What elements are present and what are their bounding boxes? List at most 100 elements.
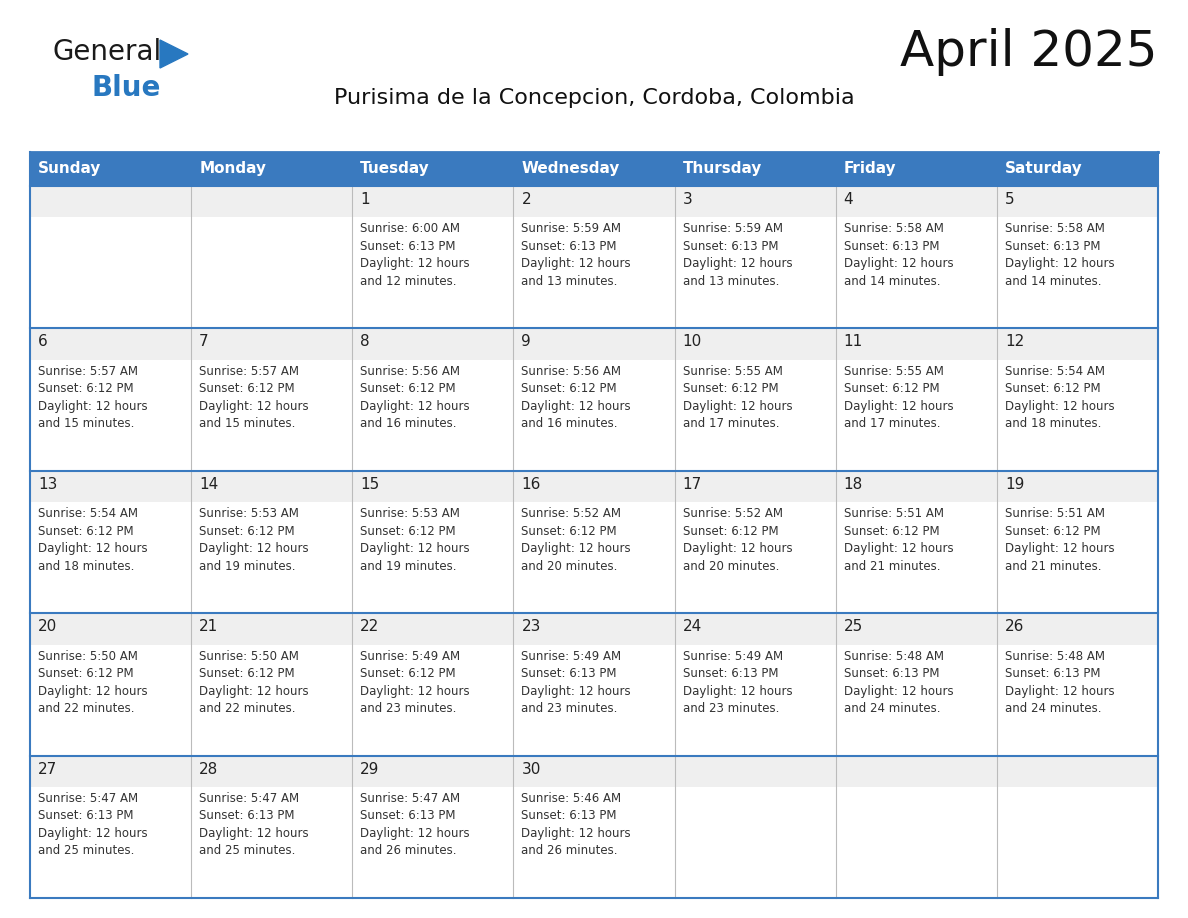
Text: Thursday: Thursday bbox=[683, 162, 762, 176]
Bar bbox=[675, 787, 835, 898]
Bar bbox=[353, 186, 513, 329]
Bar bbox=[997, 471, 1158, 502]
Bar bbox=[513, 329, 675, 471]
Text: April 2025: April 2025 bbox=[901, 28, 1158, 76]
Bar bbox=[30, 471, 191, 613]
Bar bbox=[30, 152, 1158, 186]
Text: Sunrise: 5:57 AM
Sunset: 6:12 PM
Daylight: 12 hours
and 15 minutes.: Sunrise: 5:57 AM Sunset: 6:12 PM Dayligh… bbox=[38, 364, 147, 431]
Bar bbox=[675, 613, 835, 756]
Text: Sunrise: 5:54 AM
Sunset: 6:12 PM
Daylight: 12 hours
and 18 minutes.: Sunrise: 5:54 AM Sunset: 6:12 PM Dayligh… bbox=[1005, 364, 1114, 431]
Text: Sunrise: 6:00 AM
Sunset: 6:13 PM
Daylight: 12 hours
and 12 minutes.: Sunrise: 6:00 AM Sunset: 6:13 PM Dayligh… bbox=[360, 222, 470, 288]
Text: 27: 27 bbox=[38, 762, 57, 777]
Bar bbox=[353, 613, 513, 756]
Bar bbox=[30, 360, 191, 471]
Bar bbox=[191, 329, 353, 471]
Bar bbox=[675, 329, 835, 360]
Bar bbox=[30, 613, 191, 756]
Bar bbox=[353, 471, 513, 502]
Bar bbox=[835, 471, 997, 502]
Text: Sunrise: 5:48 AM
Sunset: 6:13 PM
Daylight: 12 hours
and 24 minutes.: Sunrise: 5:48 AM Sunset: 6:13 PM Dayligh… bbox=[1005, 650, 1114, 715]
Bar bbox=[191, 756, 353, 787]
Bar bbox=[513, 644, 675, 756]
Text: Sunrise: 5:55 AM
Sunset: 6:12 PM
Daylight: 12 hours
and 17 minutes.: Sunrise: 5:55 AM Sunset: 6:12 PM Dayligh… bbox=[683, 364, 792, 431]
Text: Sunrise: 5:50 AM
Sunset: 6:12 PM
Daylight: 12 hours
and 22 minutes.: Sunrise: 5:50 AM Sunset: 6:12 PM Dayligh… bbox=[38, 650, 147, 715]
Text: Monday: Monday bbox=[200, 162, 266, 176]
Text: Sunrise: 5:53 AM
Sunset: 6:12 PM
Daylight: 12 hours
and 19 minutes.: Sunrise: 5:53 AM Sunset: 6:12 PM Dayligh… bbox=[200, 507, 309, 573]
Bar bbox=[997, 502, 1158, 613]
Bar bbox=[30, 186, 191, 329]
Bar bbox=[997, 360, 1158, 471]
Text: 30: 30 bbox=[522, 762, 541, 777]
Text: Friday: Friday bbox=[843, 162, 896, 176]
Bar bbox=[675, 613, 835, 644]
Bar bbox=[835, 360, 997, 471]
Text: 15: 15 bbox=[360, 476, 379, 492]
Bar bbox=[353, 756, 513, 787]
Text: Sunrise: 5:47 AM
Sunset: 6:13 PM
Daylight: 12 hours
and 26 minutes.: Sunrise: 5:47 AM Sunset: 6:13 PM Dayligh… bbox=[360, 792, 470, 857]
Text: 13: 13 bbox=[38, 476, 57, 492]
Bar bbox=[353, 756, 513, 898]
Bar bbox=[353, 502, 513, 613]
Text: Sunrise: 5:52 AM
Sunset: 6:12 PM
Daylight: 12 hours
and 20 minutes.: Sunrise: 5:52 AM Sunset: 6:12 PM Dayligh… bbox=[522, 507, 631, 573]
Bar bbox=[30, 471, 191, 502]
Bar bbox=[30, 756, 191, 898]
Text: 22: 22 bbox=[360, 620, 379, 634]
Bar bbox=[353, 218, 513, 329]
Bar bbox=[191, 218, 353, 329]
Text: Sunrise: 5:50 AM
Sunset: 6:12 PM
Daylight: 12 hours
and 22 minutes.: Sunrise: 5:50 AM Sunset: 6:12 PM Dayligh… bbox=[200, 650, 309, 715]
Text: Blue: Blue bbox=[91, 74, 162, 102]
Bar bbox=[513, 502, 675, 613]
Text: Sunrise: 5:58 AM
Sunset: 6:13 PM
Daylight: 12 hours
and 14 minutes.: Sunrise: 5:58 AM Sunset: 6:13 PM Dayligh… bbox=[843, 222, 953, 288]
Bar bbox=[513, 756, 675, 787]
Text: 4: 4 bbox=[843, 192, 853, 207]
Text: Sunrise: 5:47 AM
Sunset: 6:13 PM
Daylight: 12 hours
and 25 minutes.: Sunrise: 5:47 AM Sunset: 6:13 PM Dayligh… bbox=[200, 792, 309, 857]
Text: Sunrise: 5:58 AM
Sunset: 6:13 PM
Daylight: 12 hours
and 14 minutes.: Sunrise: 5:58 AM Sunset: 6:13 PM Dayligh… bbox=[1005, 222, 1114, 288]
Bar bbox=[997, 613, 1158, 756]
Text: 26: 26 bbox=[1005, 620, 1024, 634]
Bar bbox=[997, 186, 1158, 329]
Bar bbox=[997, 329, 1158, 360]
Bar bbox=[191, 644, 353, 756]
Text: 17: 17 bbox=[683, 476, 702, 492]
Bar bbox=[30, 218, 191, 329]
Text: General: General bbox=[52, 38, 162, 66]
Bar bbox=[835, 756, 997, 898]
Text: Wednesday: Wednesday bbox=[522, 162, 620, 176]
Text: 24: 24 bbox=[683, 620, 702, 634]
Text: 19: 19 bbox=[1005, 476, 1024, 492]
Bar bbox=[513, 186, 675, 218]
Text: Sunrise: 5:51 AM
Sunset: 6:12 PM
Daylight: 12 hours
and 21 minutes.: Sunrise: 5:51 AM Sunset: 6:12 PM Dayligh… bbox=[843, 507, 953, 573]
Bar bbox=[997, 756, 1158, 898]
Text: Sunrise: 5:47 AM
Sunset: 6:13 PM
Daylight: 12 hours
and 25 minutes.: Sunrise: 5:47 AM Sunset: 6:13 PM Dayligh… bbox=[38, 792, 147, 857]
Text: Sunrise: 5:57 AM
Sunset: 6:12 PM
Daylight: 12 hours
and 15 minutes.: Sunrise: 5:57 AM Sunset: 6:12 PM Dayligh… bbox=[200, 364, 309, 431]
Text: 7: 7 bbox=[200, 334, 209, 350]
Text: 11: 11 bbox=[843, 334, 862, 350]
Bar bbox=[191, 186, 353, 218]
Text: Sunrise: 5:59 AM
Sunset: 6:13 PM
Daylight: 12 hours
and 13 minutes.: Sunrise: 5:59 AM Sunset: 6:13 PM Dayligh… bbox=[683, 222, 792, 288]
Text: 29: 29 bbox=[360, 762, 380, 777]
Bar bbox=[191, 186, 353, 329]
Text: Sunrise: 5:59 AM
Sunset: 6:13 PM
Daylight: 12 hours
and 13 minutes.: Sunrise: 5:59 AM Sunset: 6:13 PM Dayligh… bbox=[522, 222, 631, 288]
Bar bbox=[835, 644, 997, 756]
Bar bbox=[353, 360, 513, 471]
Bar bbox=[675, 644, 835, 756]
Text: Sunrise: 5:51 AM
Sunset: 6:12 PM
Daylight: 12 hours
and 21 minutes.: Sunrise: 5:51 AM Sunset: 6:12 PM Dayligh… bbox=[1005, 507, 1114, 573]
Bar bbox=[191, 787, 353, 898]
Bar bbox=[191, 329, 353, 360]
Text: 20: 20 bbox=[38, 620, 57, 634]
Text: Tuesday: Tuesday bbox=[360, 162, 430, 176]
Bar bbox=[835, 471, 997, 613]
Bar bbox=[30, 329, 191, 471]
Bar bbox=[675, 756, 835, 787]
Text: Purisima de la Concepcion, Cordoba, Colombia: Purisima de la Concepcion, Cordoba, Colo… bbox=[334, 88, 854, 108]
Text: 1: 1 bbox=[360, 192, 369, 207]
Bar bbox=[30, 613, 191, 644]
Text: 18: 18 bbox=[843, 476, 862, 492]
Bar bbox=[675, 471, 835, 502]
Bar bbox=[191, 613, 353, 644]
Text: 21: 21 bbox=[200, 620, 219, 634]
Bar bbox=[513, 756, 675, 898]
Bar bbox=[30, 644, 191, 756]
Bar bbox=[997, 613, 1158, 644]
Bar bbox=[30, 329, 191, 360]
